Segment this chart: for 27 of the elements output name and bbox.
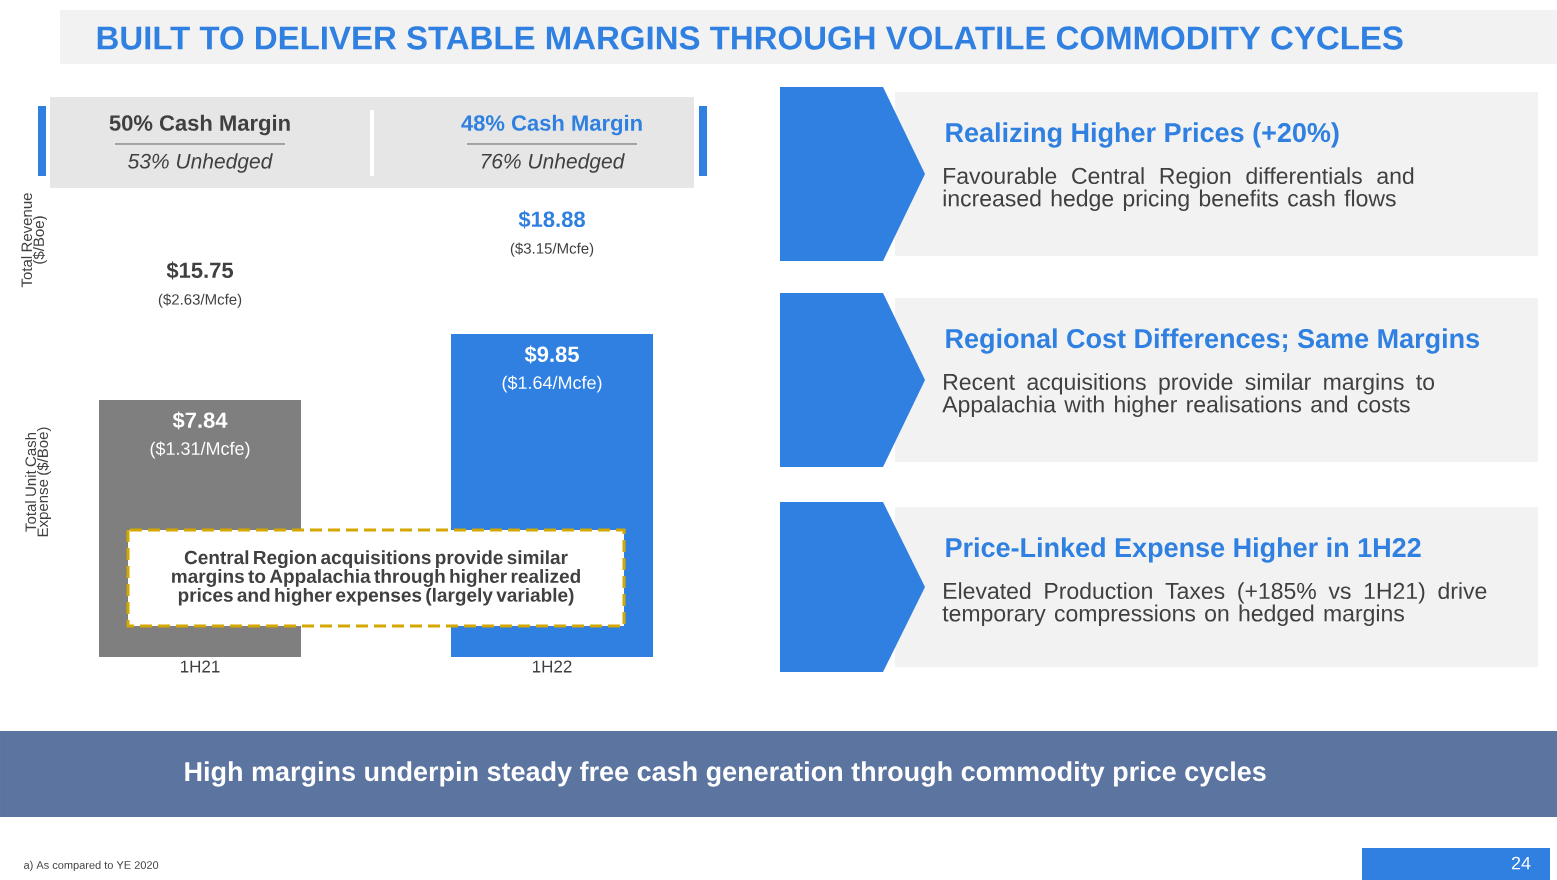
text: 48% Cash Margin — [461, 114, 642, 136]
text: BUILT TO DELIVER STABLE MARGINS THROUGH VOLATILE COMMODITY CYCLES — [97, 26, 1403, 50]
text: Price-Linked Expense Higher in 1H22 — [946, 537, 1421, 563]
text: Realizing Higher Prices (+20%) — [946, 122, 1339, 148]
text: Recent acquisitions provide similar margins to Appalachia with higher realisations and costs — [942, 373, 1435, 418]
text: a) As compared to YE 2020 — [24, 860, 159, 872]
annotation: ($1.31/Mcfe) — [150, 441, 250, 459]
text: 53% Unhedged — [128, 153, 273, 173]
text: 24 — [1511, 856, 1531, 870]
text: 76% Unhedged — [481, 153, 625, 173]
text: High margins underpin steady free cash generation through commodity price cycles — [185, 761, 1266, 787]
text: Total Unit Cash Expense ($/Boe) — [25, 427, 51, 537]
text: ($3.15/Mcfe) — [510, 242, 594, 257]
text: 50% Cash Margin — [109, 114, 290, 136]
x-tick-label: 1H21 — [180, 660, 220, 673]
text: Total Revenue ($/Boe) — [21, 193, 47, 288]
text: $18.88 — [518, 210, 585, 229]
text: $15.75 — [166, 261, 234, 280]
annotation: Central Region acquisitions provide similar margins to Appalachia through higher realized prices and higher expenses (largely variable) — [172, 550, 580, 606]
text: Favourable Central Region differentials and increased hedge pricing benefits cash flows — [943, 167, 1414, 212]
annotation: ($1.64/Mcfe) — [502, 375, 602, 393]
text: Regional Cost Differences; Same Margins — [946, 328, 1480, 354]
data-label: $9.85 — [524, 345, 579, 364]
data-label: $7.84 — [172, 411, 228, 430]
x-tick-label: 1H22 — [532, 660, 572, 673]
text: Elevated Production Taxes (+185% vs 1H21) drive temporary compressions on hedged margins — [942, 582, 1487, 627]
text: ($2.63/Mcfe) — [158, 293, 242, 308]
